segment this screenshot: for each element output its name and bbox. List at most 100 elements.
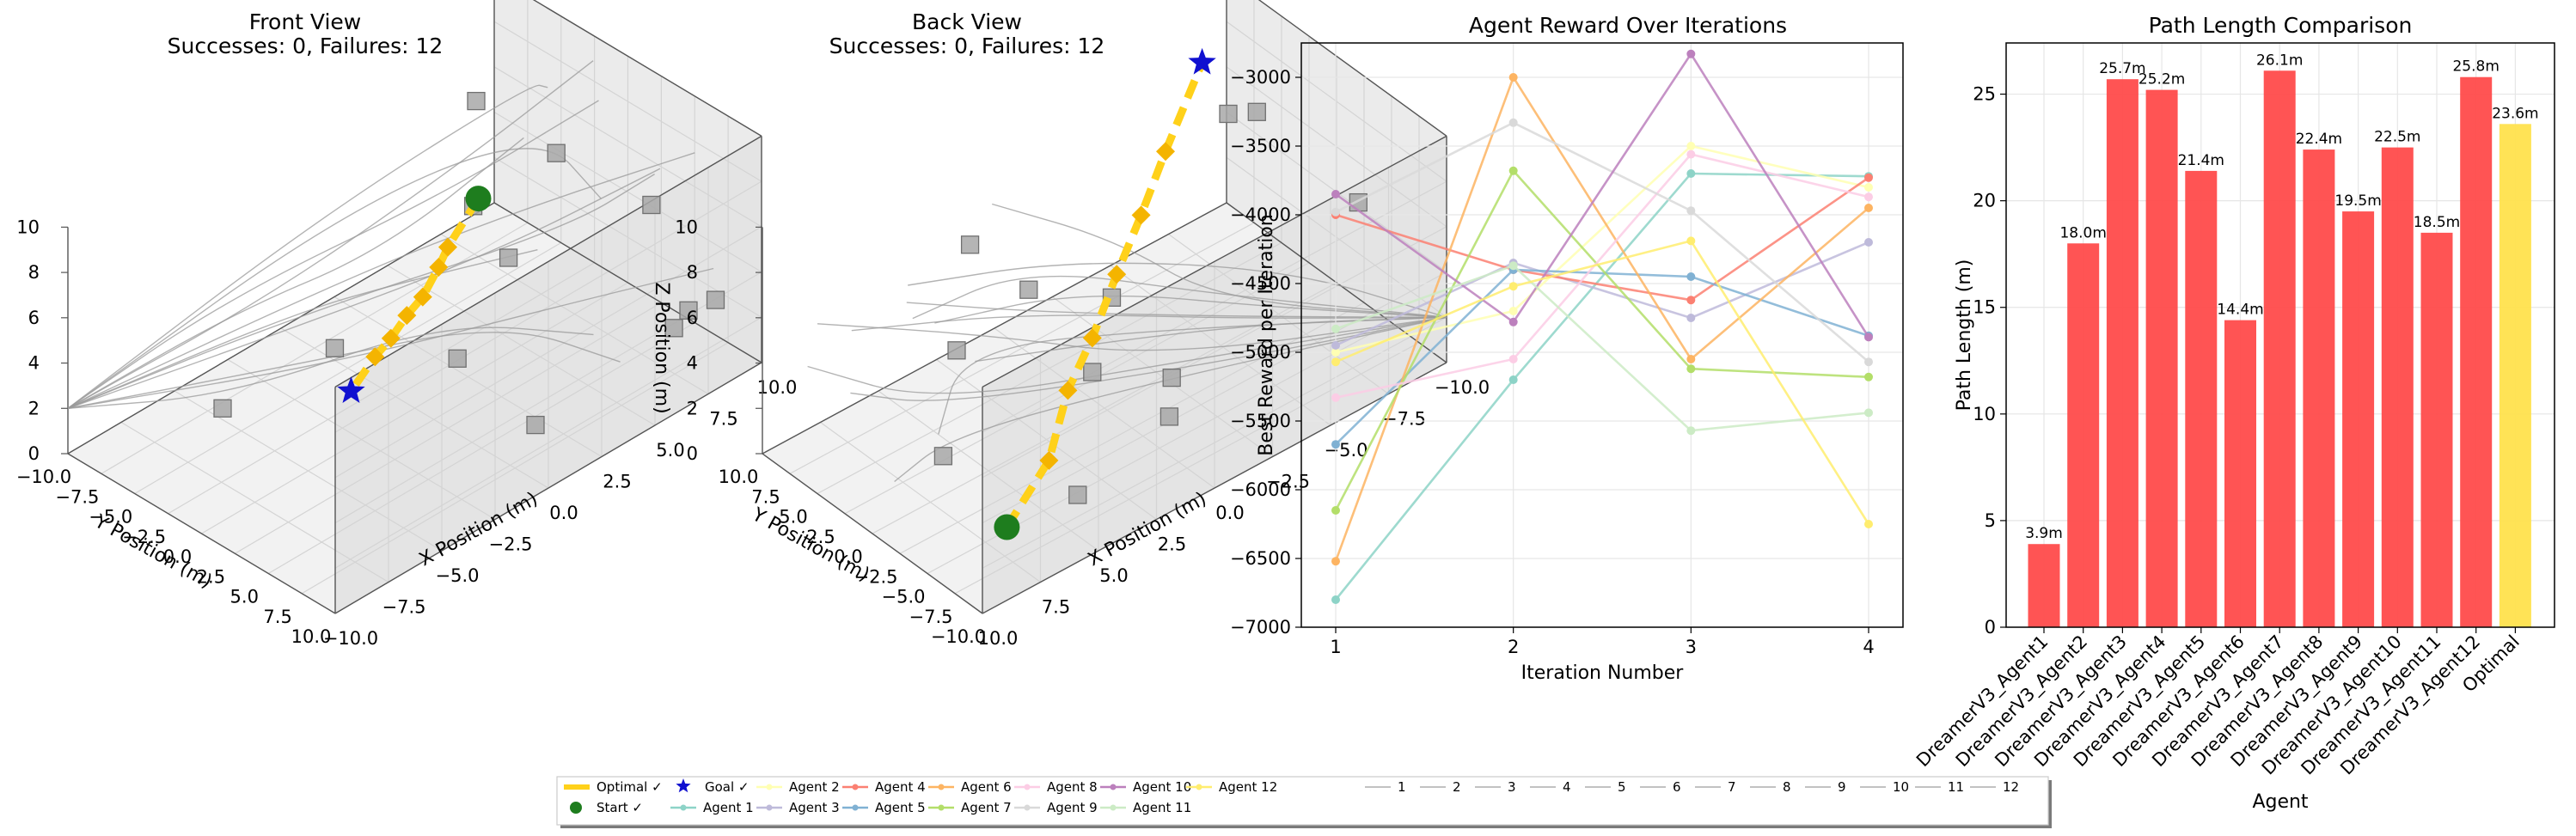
front-agent-path-6 — [67, 148, 602, 409]
back-z-tick-label: 6 — [687, 308, 698, 328]
back-view-z-axis-label: Z Position (m) — [651, 282, 672, 413]
front-obstacle — [706, 290, 725, 309]
reward-series-10-point — [1508, 317, 1518, 326]
bar-data-label: 14.4m — [2217, 302, 2263, 319]
legend-agent-2-label: Agent 2 — [789, 779, 840, 795]
front-grid-floor-a — [235, 302, 662, 554]
reward-y-tick-label: −4500 — [1230, 273, 1291, 294]
front-agent-path-1 — [67, 60, 594, 409]
bar-y-tick-label: 10 — [1973, 404, 1996, 424]
reward-series-11-point — [1864, 408, 1873, 418]
reward-series-7-line — [1334, 168, 1869, 511]
reward-series-7-point — [1686, 364, 1696, 374]
front-grid-z-side — [334, 316, 762, 569]
front-y-tick-label: −10.0 — [16, 467, 71, 487]
reward-chart-series — [1331, 49, 1873, 604]
legend-goal-swatch — [676, 778, 691, 793]
legend-agent-1-label: Agent 1 — [703, 800, 754, 815]
front-edge-h — [532, 0, 762, 137]
front-view-3d-panel: Front View Successes: 0, Failures: 12 0 2… — [16, 0, 798, 649]
back-edge-a — [762, 453, 983, 614]
front-obstacle — [499, 248, 518, 267]
legend-agent-12-label: Agent 12 — [1219, 779, 1277, 795]
back-edge-h — [1257, 0, 1447, 137]
reward-series-11-point — [1508, 261, 1518, 271]
legend-agent-3-dot — [766, 804, 773, 811]
reward-series-2-line — [1335, 144, 1869, 354]
back-y-tick-label: 2.5 — [806, 527, 835, 547]
back-grid-floor-b — [1110, 265, 1331, 426]
reward-series-5-line — [1335, 268, 1869, 446]
front-y-tick-label: 10.0 — [291, 626, 332, 647]
bar-DreamerV3_Agent4 — [2145, 89, 2178, 628]
back-x-tick-label: 5.0 — [1099, 565, 1128, 586]
bar-chart-y-axis-label: Path Length (m) — [1954, 259, 1975, 412]
bar-y-tick-label: 5 — [1985, 510, 1996, 531]
bar-data-label: 22.5m — [2374, 129, 2420, 146]
bar-chart-title: Path Length Comparison — [2149, 13, 2413, 38]
bar-DreamerV3_Agent3 — [2106, 79, 2139, 628]
back-x-tick-label: 0.0 — [1215, 503, 1244, 523]
reward-series-7-point — [1508, 166, 1518, 175]
legend-path-1-label: 1 — [1398, 779, 1406, 795]
legend-agent-11-dot — [1110, 804, 1117, 811]
bar-chart-x-ticks: DreamerV3_Agent1DreamerV3_Agent2DreamerV… — [1912, 627, 2524, 779]
legend-agent-5-dot — [852, 804, 859, 811]
back-agent-path-8 — [908, 262, 1447, 318]
front-view-start-marker — [465, 186, 492, 212]
front-z-tick-label: 8 — [28, 262, 40, 283]
back-waypoint-marker — [1131, 205, 1151, 225]
back-obstacle — [947, 341, 966, 360]
back-view-3d-panel: Back View Successes: 0, Failures: 12 0 2 4… — [651, 0, 1490, 649]
reward-series-9-point — [1508, 118, 1518, 127]
front-z-tick-label: 2 — [28, 398, 40, 418]
front-grid-z-back — [493, 66, 762, 228]
reward-series-10-line — [1335, 52, 1870, 339]
front-obstacle — [547, 143, 566, 162]
bar-chart-frame — [2005, 42, 2555, 628]
back-agent-path-2 — [851, 314, 1447, 332]
front-z-tick-label: 4 — [28, 353, 40, 374]
reward-series-12-point — [1686, 236, 1696, 246]
bar-DreamerV3_Agent10 — [2381, 147, 2414, 627]
reward-y-tick-label: −5000 — [1230, 342, 1291, 363]
front-y-tick-label: 5.0 — [230, 587, 259, 607]
front-z-tick-label: 10 — [16, 217, 40, 237]
legend-path-9-label: 9 — [1838, 779, 1846, 795]
bar-Optimal — [2499, 124, 2531, 627]
legend-agent-7-dot — [938, 804, 945, 811]
legend-agent-2-dot — [766, 784, 773, 790]
back-obstacle — [1219, 104, 1238, 124]
back-waypoint-marker — [1039, 450, 1059, 470]
back-x-tick-label: 2.5 — [1158, 534, 1186, 555]
reward-series-10-point — [1864, 333, 1873, 342]
front-obstacle — [664, 319, 683, 338]
bar-y-tick-label: 0 — [1985, 617, 1996, 638]
front-obstacle — [325, 339, 345, 357]
front-waypoint-marker — [365, 347, 385, 367]
bar-DreamerV3_Agent7 — [2263, 70, 2296, 628]
legend-path-11-label: 11 — [1948, 779, 1964, 795]
back-grid-floor-b — [994, 327, 1215, 489]
bar-chart-bars — [2028, 70, 2531, 628]
reward-chart-frame — [1300, 42, 1904, 628]
reward-series-7-point — [1864, 372, 1873, 381]
bar-data-label: 3.9m — [2025, 525, 2063, 542]
front-view-x-ticks: −10.0−7.5−5.0−2.50.02.55.07.510.0 — [323, 377, 798, 649]
bar-DreamerV3_Agent6 — [2224, 320, 2256, 627]
reward-y-tick-label: −5500 — [1230, 411, 1291, 431]
front-x-tick-label: −10.0 — [323, 628, 378, 649]
back-agent-path-4 — [934, 295, 1447, 324]
reward-series-11-line — [1335, 264, 1869, 432]
reward-series-1-point — [1331, 595, 1340, 604]
reward-y-tick-label: −3500 — [1230, 136, 1291, 156]
bar-data-label: 21.4m — [2178, 152, 2224, 169]
front-grid-z-back — [493, 112, 762, 273]
reward-series-4-point — [1686, 296, 1696, 305]
back-view-title: Back View — [912, 9, 1022, 34]
front-obstacle — [642, 195, 661, 215]
bar-y-tick-label: 20 — [1973, 191, 1996, 211]
bar-DreamerV3_Agent8 — [2303, 150, 2335, 627]
back-x-tick-label: −10.0 — [1435, 377, 1490, 398]
